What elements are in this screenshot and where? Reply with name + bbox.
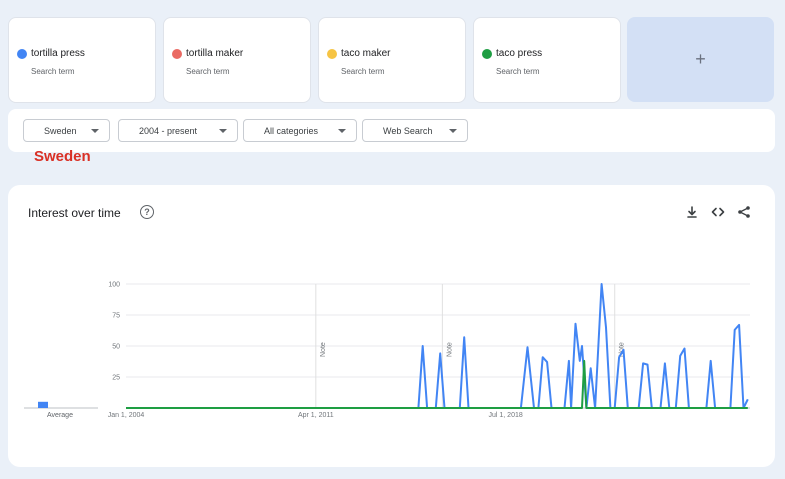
term-color-dot xyxy=(482,49,492,59)
term-type-label: Search term xyxy=(496,67,540,76)
term-name: taco press xyxy=(496,48,543,59)
add-comparison-button[interactable]: + xyxy=(627,17,774,102)
term-type-label: Search term xyxy=(341,67,385,76)
search-type-label: Web Search xyxy=(383,125,433,136)
category-label: All categories xyxy=(264,125,319,136)
chevron-down-icon xyxy=(449,129,457,133)
chevron-down-icon xyxy=(338,129,346,133)
series-line-taco-press xyxy=(126,359,748,409)
series-line-tortilla-press xyxy=(126,283,749,409)
download-icon[interactable] xyxy=(685,205,699,219)
term-card-tortilla-press[interactable]: tortilla press Search term xyxy=(8,17,156,103)
average-bar xyxy=(38,401,48,408)
time-range-label: 2004 - present xyxy=(139,125,198,136)
term-name: tortilla maker xyxy=(186,48,244,59)
term-card-taco-press[interactable]: taco press Search term xyxy=(473,17,621,103)
y-tick-label: 100 xyxy=(108,282,120,289)
term-type-label: Search term xyxy=(31,67,75,76)
share-icon[interactable] xyxy=(737,205,751,219)
term-color-dot xyxy=(172,49,182,59)
term-name: taco maker xyxy=(341,48,391,59)
note-label: Note xyxy=(619,342,626,357)
help-circle-icon[interactable]: ? xyxy=(140,205,154,219)
chevron-down-icon xyxy=(91,129,99,133)
x-tick-label: Jan 1, 2004 xyxy=(108,412,145,419)
average-label: Average xyxy=(47,412,73,419)
term-type-label: Search term xyxy=(186,67,230,76)
interest-over-time-panel: Interest over time ? 100 75 50 25 Note Note No… xyxy=(8,185,775,467)
panel-title: Interest over time xyxy=(28,206,121,220)
plus-icon: + xyxy=(695,49,706,69)
term-card-taco-maker[interactable]: taco maker Search term xyxy=(318,17,466,103)
search-type-dropdown[interactable]: Web Search xyxy=(362,119,468,142)
region-dropdown[interactable]: Sweden xyxy=(23,119,110,142)
term-card-tortilla-maker[interactable]: tortilla maker Search term xyxy=(163,17,311,103)
time-range-dropdown[interactable]: 2004 - present xyxy=(118,119,238,142)
x-tick-label: Jul 1, 2018 xyxy=(489,412,523,419)
filter-bar: Sweden 2004 - present All categories Web… xyxy=(8,109,775,152)
note-label: Note xyxy=(446,342,453,357)
term-color-dot xyxy=(327,49,337,59)
category-dropdown[interactable]: All categories xyxy=(243,119,357,142)
chevron-down-icon xyxy=(219,129,227,133)
y-tick-label: 75 xyxy=(112,313,120,320)
y-tick-label: 50 xyxy=(112,344,120,351)
term-name: tortilla press xyxy=(31,48,85,59)
code-icon[interactable] xyxy=(711,205,725,219)
region-heading: Sweden xyxy=(34,148,91,165)
note-label: Note xyxy=(320,342,327,357)
interest-chart: 100 75 50 25 Note Note Note Jan 1, 2004 Apr 1, 2… xyxy=(24,282,750,419)
y-tick-label: 25 xyxy=(112,375,120,382)
x-tick-label: Apr 1, 2011 xyxy=(298,412,334,419)
term-color-dot xyxy=(17,49,27,59)
region-dropdown-label: Sweden xyxy=(44,125,77,136)
